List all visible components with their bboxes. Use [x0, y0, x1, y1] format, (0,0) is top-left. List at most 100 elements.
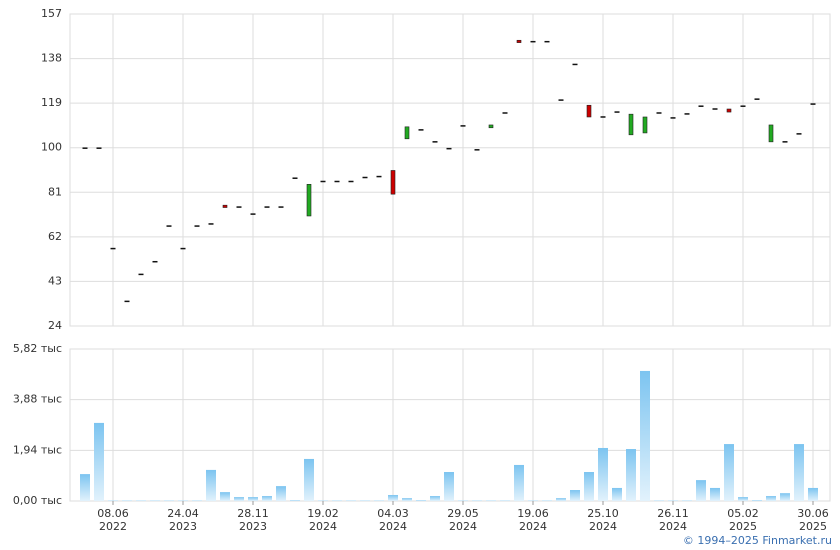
volume-bar: [752, 500, 762, 501]
candle: [110, 247, 116, 250]
volume-bar: [668, 500, 678, 501]
candle: [152, 260, 158, 263]
volume-bar: [178, 500, 188, 501]
y-tick-label: 157: [41, 7, 62, 20]
candle: [138, 273, 144, 276]
volume-bar: [556, 498, 566, 501]
candle: [740, 105, 746, 107]
volume-bar: [640, 370, 650, 501]
volume-bar: [374, 500, 384, 501]
candle: [124, 300, 130, 303]
y-tick-label: 24: [48, 319, 62, 332]
candle: [628, 113, 634, 136]
volume-bar: [416, 500, 426, 501]
volume-bar: [360, 500, 370, 501]
candle: [544, 40, 550, 43]
volume-bar: [388, 494, 398, 501]
volume-bar: [612, 487, 622, 501]
candle: [222, 204, 228, 208]
candle: [600, 116, 606, 118]
candle: [334, 180, 340, 183]
candle: [306, 184, 312, 217]
x-tick-label: 25.10 2024: [587, 507, 619, 533]
volume-bar: [808, 487, 818, 501]
candle: [642, 116, 648, 134]
candle: [558, 99, 564, 101]
candle: [530, 40, 536, 43]
volume-bar: [290, 500, 300, 501]
volume-bar: [514, 464, 524, 501]
candle: [82, 147, 88, 149]
volume-bar: [192, 500, 202, 501]
candle: [418, 129, 424, 131]
volume-bar: [318, 500, 328, 501]
candle: [572, 63, 578, 66]
volume-bar: [472, 500, 482, 501]
candle: [502, 112, 508, 114]
volume-bar: [738, 497, 748, 501]
x-tick-label: 24.04 2023: [167, 507, 199, 533]
volume-bar: [136, 500, 146, 501]
candle: [488, 124, 494, 129]
candle: [656, 112, 662, 114]
volume-bar: [626, 449, 636, 501]
x-tick-label: 19.06 2024: [517, 507, 549, 533]
volume-bar: [500, 500, 510, 501]
y-tick-label: 3,88 тыс: [13, 393, 62, 406]
y-tick-label: 62: [48, 230, 62, 243]
candle: [432, 141, 438, 143]
candle: [712, 108, 718, 110]
x-tick-label: 08.06 2022: [97, 507, 129, 533]
y-tick-label: 5,82 тыс: [13, 342, 62, 355]
volume-bar: [794, 444, 804, 501]
candle: [194, 225, 200, 227]
candle: [376, 175, 382, 178]
volume-bar: [542, 500, 552, 501]
volume-bar: [430, 496, 440, 501]
candle: [278, 206, 284, 208]
volume-bar: [710, 487, 720, 501]
volume-bar: [80, 474, 90, 501]
copyright: © 1994–2025 Finmarket.ru: [682, 534, 832, 547]
candle: [754, 98, 760, 100]
volume-bar: [164, 500, 174, 501]
y-tick-label: 0,00 тыс: [13, 494, 62, 507]
volume-bar: [234, 497, 244, 501]
volume-bar: [304, 458, 314, 501]
candle: [390, 170, 396, 195]
volume-bar: [780, 493, 790, 501]
volume-bar: [528, 500, 538, 501]
candle: [460, 125, 466, 127]
candle: [166, 225, 172, 227]
candle: [726, 108, 732, 113]
candle: [404, 126, 410, 140]
x-tick-label: 28.11 2023: [237, 507, 269, 533]
candle: [586, 104, 592, 118]
candle: [474, 149, 480, 151]
x-tick-label: 26.11 2024: [657, 507, 689, 533]
volume-bar: [458, 500, 468, 501]
candle: [796, 133, 802, 135]
volume-bar: [262, 496, 272, 501]
volume-bar: [206, 469, 216, 501]
candle: [768, 124, 774, 143]
candle: [782, 141, 788, 143]
x-tick-label: 05.02 2025: [727, 507, 759, 533]
volume-bar: [598, 447, 608, 501]
volume-bar: [654, 500, 664, 501]
x-tick-label: 29.05 2024: [447, 507, 479, 533]
x-tick-label: 04.03 2024: [377, 507, 409, 533]
candle: [180, 247, 186, 250]
volume-bar: [220, 492, 230, 501]
candle: [614, 111, 620, 113]
y-tick-label: 119: [41, 96, 62, 109]
volume-bar: [332, 500, 342, 501]
candle: [670, 117, 676, 119]
candle: [250, 213, 256, 215]
candle: [362, 176, 368, 179]
volume-bar: [122, 500, 132, 501]
volume-bar: [766, 496, 776, 501]
volume-bar: [150, 500, 160, 501]
